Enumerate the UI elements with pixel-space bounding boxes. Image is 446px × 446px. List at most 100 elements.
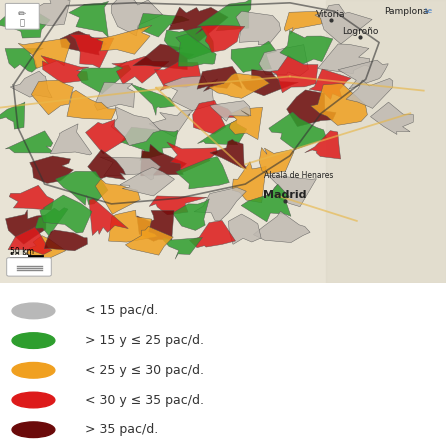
Polygon shape — [67, 90, 116, 120]
Polygon shape — [176, 34, 216, 66]
Polygon shape — [133, 44, 194, 70]
Text: > 15 y ≤ 25 pac/d.: > 15 y ≤ 25 pac/d. — [85, 334, 204, 347]
Circle shape — [12, 363, 55, 378]
Polygon shape — [198, 120, 247, 145]
Polygon shape — [200, 25, 245, 52]
Circle shape — [12, 392, 55, 408]
Polygon shape — [259, 148, 294, 174]
Polygon shape — [125, 227, 173, 255]
Polygon shape — [131, 84, 175, 116]
Polygon shape — [164, 26, 214, 59]
Polygon shape — [241, 184, 291, 222]
Polygon shape — [60, 31, 107, 55]
Text: Madrid: Madrid — [263, 190, 306, 200]
Text: Vitoria: Vitoria — [316, 10, 346, 19]
Polygon shape — [197, 66, 242, 91]
Polygon shape — [44, 230, 87, 251]
Polygon shape — [149, 111, 193, 137]
Circle shape — [12, 333, 55, 348]
Polygon shape — [228, 214, 261, 244]
Polygon shape — [138, 13, 189, 37]
Text: Logroño: Logroño — [342, 27, 379, 36]
Polygon shape — [26, 235, 66, 261]
Polygon shape — [210, 101, 251, 121]
Polygon shape — [309, 69, 351, 99]
Polygon shape — [97, 25, 152, 54]
Polygon shape — [41, 56, 89, 83]
Polygon shape — [167, 142, 217, 173]
Polygon shape — [40, 195, 92, 233]
Polygon shape — [5, 210, 46, 244]
Polygon shape — [240, 70, 298, 96]
Polygon shape — [50, 124, 92, 155]
Polygon shape — [9, 185, 54, 210]
Polygon shape — [305, 131, 341, 159]
Text: < 30 y ≤ 35 pac/d.: < 30 y ≤ 35 pac/d. — [85, 393, 204, 406]
Polygon shape — [280, 30, 333, 64]
Polygon shape — [27, 0, 70, 25]
Polygon shape — [120, 127, 178, 160]
Polygon shape — [311, 83, 368, 125]
Polygon shape — [176, 157, 229, 189]
Polygon shape — [190, 220, 235, 248]
Text: 50 km: 50 km — [10, 247, 34, 256]
Polygon shape — [137, 211, 174, 241]
Polygon shape — [120, 167, 174, 196]
Polygon shape — [5, 48, 43, 72]
Text: Pamplona: Pamplona — [384, 7, 428, 16]
Text: < 15 pac/d.: < 15 pac/d. — [85, 304, 158, 318]
Polygon shape — [86, 120, 126, 154]
Polygon shape — [371, 102, 413, 134]
Polygon shape — [112, 0, 162, 36]
Polygon shape — [69, 34, 114, 68]
Polygon shape — [236, 11, 281, 45]
Polygon shape — [69, 1, 109, 37]
Polygon shape — [346, 78, 393, 108]
Polygon shape — [210, 139, 247, 169]
Polygon shape — [193, 100, 236, 134]
Polygon shape — [55, 171, 108, 205]
Circle shape — [12, 303, 55, 319]
Polygon shape — [149, 196, 207, 215]
Polygon shape — [18, 38, 70, 68]
Text: Le: Le — [425, 8, 433, 15]
Polygon shape — [141, 144, 186, 176]
Text: 🗑: 🗑 — [20, 19, 25, 28]
Polygon shape — [315, 4, 372, 44]
FancyBboxPatch shape — [7, 258, 51, 276]
Text: Alcalá de Henares: Alcalá de Henares — [264, 171, 334, 180]
Text: > 35 pac/d.: > 35 pac/d. — [85, 423, 158, 436]
Polygon shape — [88, 150, 125, 180]
Polygon shape — [269, 112, 326, 149]
Polygon shape — [259, 45, 308, 76]
Text: 50 mi: 50 mi — [10, 252, 32, 261]
Polygon shape — [89, 198, 128, 235]
Circle shape — [12, 422, 55, 438]
Polygon shape — [164, 76, 218, 111]
Polygon shape — [194, 187, 246, 221]
Polygon shape — [209, 73, 269, 98]
Polygon shape — [169, 7, 228, 43]
Text: ✏: ✏ — [18, 8, 26, 19]
Polygon shape — [163, 238, 202, 259]
FancyBboxPatch shape — [5, 4, 39, 29]
Polygon shape — [229, 107, 263, 140]
Polygon shape — [0, 102, 25, 129]
Polygon shape — [154, 62, 202, 91]
Polygon shape — [95, 179, 140, 214]
Polygon shape — [338, 60, 388, 89]
Polygon shape — [95, 82, 135, 110]
Polygon shape — [8, 227, 52, 255]
Polygon shape — [10, 71, 52, 98]
Polygon shape — [108, 210, 157, 242]
Polygon shape — [197, 0, 251, 31]
Polygon shape — [232, 162, 266, 203]
Polygon shape — [100, 157, 161, 180]
Polygon shape — [0, 6, 50, 38]
Polygon shape — [111, 107, 161, 145]
Polygon shape — [35, 208, 68, 239]
Polygon shape — [231, 41, 277, 73]
Polygon shape — [268, 175, 317, 206]
Polygon shape — [284, 12, 322, 34]
Polygon shape — [253, 211, 310, 243]
